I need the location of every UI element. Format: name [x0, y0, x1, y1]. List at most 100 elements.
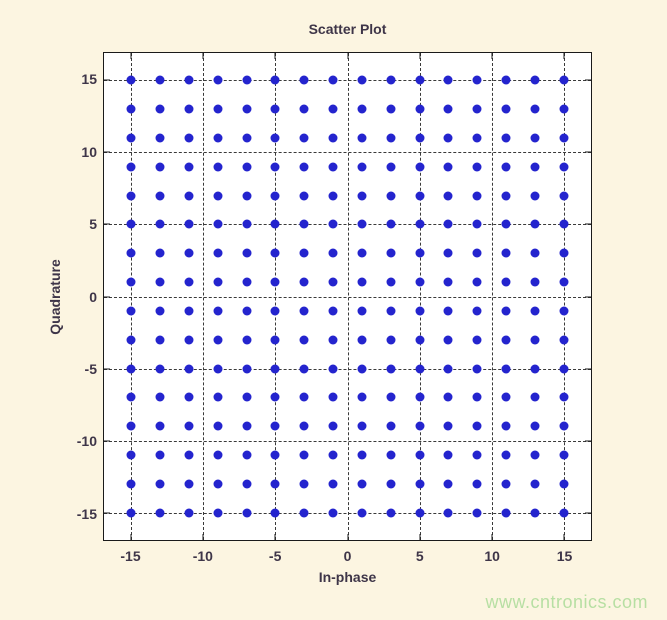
- data-point: [270, 248, 280, 258]
- data-point: [443, 104, 453, 114]
- data-point: [443, 219, 453, 229]
- data-point: [443, 450, 453, 460]
- horizontal-gridline: [104, 296, 591, 298]
- data-point: [213, 450, 223, 460]
- data-point: [242, 75, 252, 85]
- data-point: [415, 104, 425, 114]
- y-tick-mark: [104, 512, 110, 514]
- x-axis-label: In-phase: [318, 569, 377, 585]
- data-point: [126, 450, 136, 460]
- data-point: [415, 335, 425, 345]
- y-tick-mark: [585, 223, 591, 225]
- data-point: [213, 133, 223, 143]
- data-point: [242, 162, 252, 172]
- data-point: [213, 219, 223, 229]
- y-tick-mark: [585, 440, 591, 442]
- data-point: [155, 248, 165, 258]
- data-point: [126, 335, 136, 345]
- x-tick-label: 5: [415, 548, 424, 564]
- data-point: [357, 479, 367, 489]
- data-point: [472, 219, 482, 229]
- data-point: [126, 191, 136, 201]
- data-point: [184, 219, 194, 229]
- data-point: [328, 421, 338, 431]
- data-point: [184, 306, 194, 316]
- data-point: [155, 75, 165, 85]
- data-point: [242, 219, 252, 229]
- data-point: [126, 248, 136, 258]
- data-point: [270, 104, 280, 114]
- data-point: [415, 508, 425, 518]
- data-point: [559, 508, 569, 518]
- data-point: [270, 364, 280, 374]
- data-point: [155, 364, 165, 374]
- data-point: [155, 450, 165, 460]
- data-point: [415, 450, 425, 460]
- x-tick-mark: [491, 53, 493, 59]
- data-point: [328, 479, 338, 489]
- data-point: [155, 133, 165, 143]
- y-tick-mark: [104, 79, 110, 81]
- y-tick-mark: [585, 512, 591, 514]
- data-point: [213, 421, 223, 431]
- data-point: [386, 191, 396, 201]
- data-point: [126, 162, 136, 172]
- data-point: [530, 508, 540, 518]
- x-tick-label: -15: [120, 548, 141, 564]
- data-point: [386, 421, 396, 431]
- data-point: [299, 508, 309, 518]
- watermark: www.cntronics.com: [485, 592, 648, 612]
- x-tick-label: -5: [268, 548, 282, 564]
- horizontal-gridline: [104, 440, 591, 442]
- data-point: [357, 335, 367, 345]
- data-point: [213, 306, 223, 316]
- data-point: [155, 421, 165, 431]
- y-tick-label: 10: [81, 143, 97, 160]
- data-point: [299, 219, 309, 229]
- data-point: [184, 162, 194, 172]
- data-point: [270, 219, 280, 229]
- x-tick-mark: [202, 534, 204, 540]
- y-tick-label: -15: [76, 505, 97, 522]
- x-tick-mark: [274, 53, 276, 59]
- data-point: [184, 508, 194, 518]
- data-point: [530, 104, 540, 114]
- data-point: [213, 277, 223, 287]
- data-point: [328, 450, 338, 460]
- data-point: [559, 421, 569, 431]
- data-point: [213, 75, 223, 85]
- data-point: [126, 392, 136, 402]
- data-point: [530, 191, 540, 201]
- data-point: [472, 392, 482, 402]
- data-point: [559, 219, 569, 229]
- y-tick-mark: [104, 296, 110, 297]
- data-point: [357, 75, 367, 85]
- data-point: [299, 104, 309, 114]
- data-point: [299, 75, 309, 85]
- data-point: [270, 335, 280, 345]
- data-point: [501, 133, 511, 143]
- data-point: [270, 75, 280, 85]
- data-point: [530, 421, 540, 431]
- data-point: [501, 479, 511, 489]
- data-point: [501, 364, 511, 374]
- data-point: [472, 75, 482, 85]
- data-point: [328, 248, 338, 258]
- data-point: [328, 508, 338, 518]
- data-point: [501, 162, 511, 172]
- y-tick-label: 0: [89, 288, 97, 305]
- data-point: [472, 104, 482, 114]
- data-point: [242, 133, 252, 143]
- data-point: [242, 104, 252, 114]
- data-point: [530, 277, 540, 287]
- data-point: [299, 479, 309, 489]
- data-point: [472, 421, 482, 431]
- data-point: [386, 335, 396, 345]
- data-point: [472, 162, 482, 172]
- y-tick-mark: [585, 368, 591, 370]
- data-point: [415, 162, 425, 172]
- data-point: [184, 450, 194, 460]
- data-point: [559, 306, 569, 316]
- data-point: [386, 133, 396, 143]
